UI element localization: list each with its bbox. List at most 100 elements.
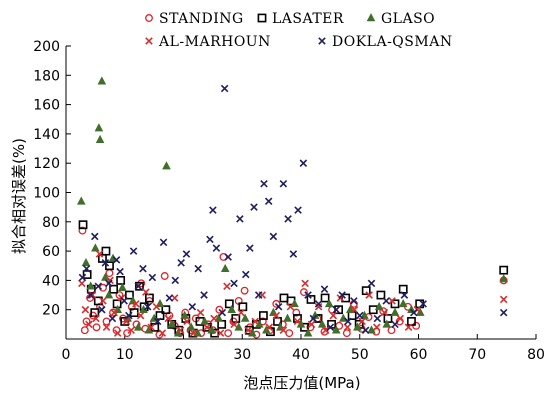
data-point bbox=[164, 314, 172, 323]
x-tick-label: 10 bbox=[116, 347, 134, 363]
data-point bbox=[215, 305, 224, 314]
data-point bbox=[398, 298, 408, 308]
legend: STANDING LASATER GLASO AL-MARHOUN DOKLA-QSMA… bbox=[145, 11, 452, 50]
data-point bbox=[162, 161, 171, 170]
data-point bbox=[102, 323, 111, 332]
data-point bbox=[95, 134, 105, 144]
data-point bbox=[361, 326, 370, 334]
data-point bbox=[242, 270, 250, 279]
y-tick-label: 200 bbox=[33, 39, 60, 55]
data-point bbox=[209, 206, 217, 214]
data-point bbox=[324, 298, 334, 308]
data-point bbox=[109, 284, 118, 294]
data-point bbox=[78, 273, 87, 282]
y-tick-label: 60 bbox=[42, 244, 60, 260]
data-point bbox=[115, 291, 124, 299]
data-point bbox=[94, 123, 104, 132]
data-point bbox=[272, 311, 281, 320]
data-point bbox=[227, 304, 236, 314]
x-tick-label: 40 bbox=[292, 347, 310, 363]
data-point bbox=[306, 295, 316, 304]
legend-label: AL-MARHOUN bbox=[158, 34, 271, 50]
data-point bbox=[331, 325, 341, 334]
data-point bbox=[91, 243, 100, 252]
data-point bbox=[240, 313, 250, 322]
series-glaso bbox=[76, 76, 508, 337]
y-tick-label: 180 bbox=[33, 68, 60, 84]
data-point bbox=[400, 291, 409, 299]
data-point bbox=[116, 275, 126, 285]
data-point bbox=[344, 317, 352, 326]
data-point bbox=[105, 269, 114, 278]
data-point bbox=[182, 250, 191, 258]
data-point bbox=[102, 317, 111, 326]
data-point bbox=[342, 329, 351, 338]
data-point bbox=[396, 314, 405, 323]
series-dokla-qsman bbox=[78, 84, 508, 334]
legend-marker bbox=[318, 37, 326, 45]
data-point bbox=[132, 300, 140, 308]
data-point bbox=[365, 291, 373, 299]
data-point bbox=[373, 323, 381, 332]
data-point bbox=[353, 322, 362, 331]
x-tick-label: 20 bbox=[175, 347, 193, 363]
data-point bbox=[212, 244, 221, 252]
data-point bbox=[224, 299, 234, 309]
data-point bbox=[220, 263, 230, 272]
y-axis-title-group: 拟合相对误差(%) bbox=[10, 138, 28, 254]
data-point bbox=[148, 273, 157, 282]
data-point bbox=[112, 256, 121, 264]
data-point bbox=[293, 317, 302, 326]
data-point bbox=[350, 305, 359, 314]
data-point bbox=[404, 323, 413, 332]
data-point bbox=[108, 314, 117, 323]
data-point bbox=[314, 300, 323, 308]
legend-marker bbox=[257, 13, 267, 23]
data-point bbox=[350, 297, 358, 305]
data-point bbox=[78, 220, 88, 230]
data-point bbox=[158, 329, 167, 337]
legend-marker bbox=[366, 13, 376, 22]
data-point bbox=[260, 179, 268, 188]
data-point bbox=[334, 305, 343, 315]
legend-label: GLASO bbox=[381, 11, 435, 27]
data-point bbox=[219, 253, 228, 261]
data-point bbox=[210, 314, 218, 323]
data-point bbox=[122, 317, 131, 326]
data-point bbox=[230, 279, 238, 288]
data-point bbox=[343, 323, 352, 332]
data-point bbox=[92, 314, 100, 323]
data-point bbox=[250, 203, 258, 211]
data-point bbox=[355, 311, 364, 320]
data-point bbox=[78, 226, 87, 235]
data-point bbox=[264, 197, 273, 206]
data-point bbox=[321, 326, 330, 334]
data-points bbox=[76, 76, 509, 339]
y-tick-label: 100 bbox=[33, 186, 60, 202]
data-point bbox=[104, 290, 114, 299]
data-point bbox=[91, 232, 99, 241]
data-point bbox=[186, 322, 196, 331]
data-point bbox=[320, 285, 329, 293]
data-point bbox=[113, 329, 122, 337]
legend-item: DOKLA-QSMAN bbox=[318, 34, 452, 50]
data-point bbox=[76, 196, 86, 205]
data-point bbox=[341, 293, 351, 303]
data-point bbox=[383, 314, 393, 323]
data-point bbox=[159, 238, 168, 247]
data-point bbox=[125, 311, 133, 320]
data-point bbox=[398, 284, 408, 294]
data-point bbox=[326, 323, 335, 332]
data-point bbox=[358, 317, 366, 326]
data-point bbox=[224, 253, 232, 261]
data-point bbox=[165, 294, 174, 302]
y-tick-label: 160 bbox=[33, 98, 60, 114]
data-point bbox=[216, 329, 225, 337]
x-tick-label: 80 bbox=[527, 347, 545, 363]
data-point bbox=[98, 305, 106, 314]
data-point bbox=[134, 282, 143, 291]
data-point bbox=[85, 320, 93, 329]
legend-marker bbox=[145, 37, 153, 45]
data-point bbox=[82, 270, 92, 279]
data-point bbox=[153, 317, 162, 326]
